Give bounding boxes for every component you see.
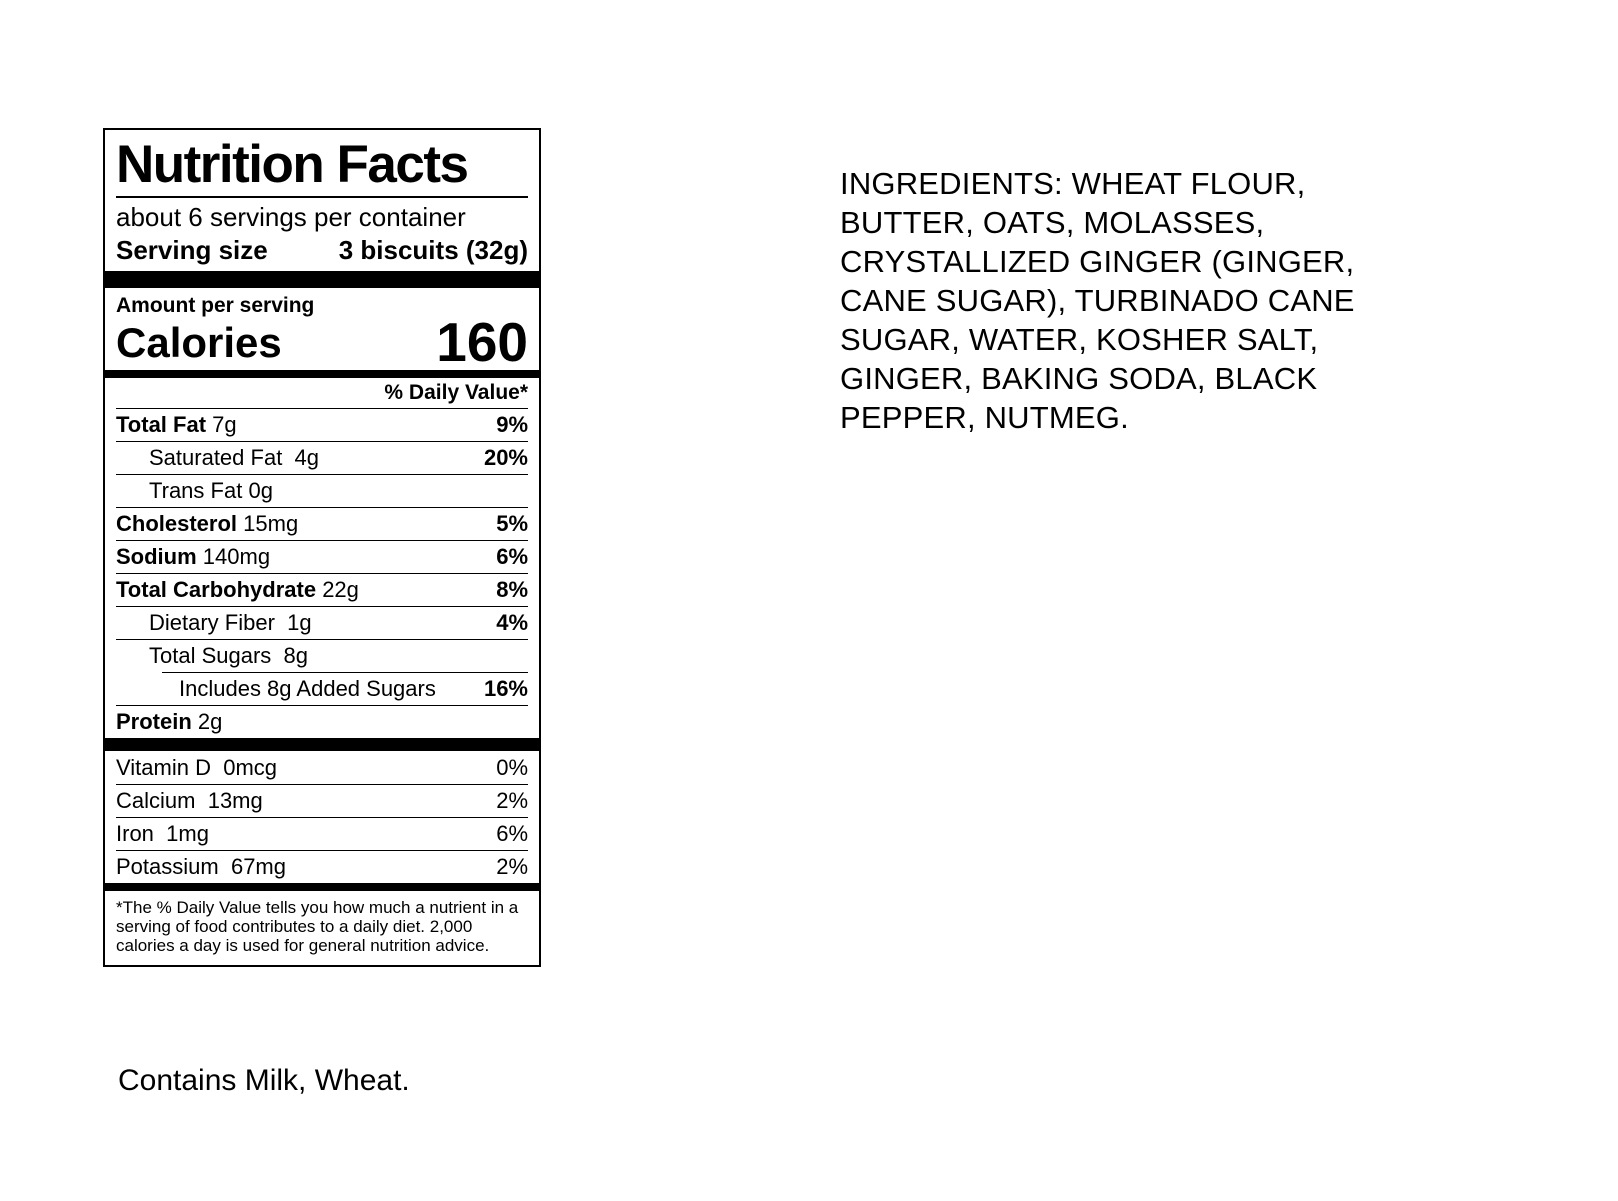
nutrient-dv: 6% [496,821,528,846]
nutrient-name: Potassium [116,854,219,879]
nutrient-amount: 13mg [207,788,263,813]
medium-separator-calories [105,370,539,378]
nutrient-amount: 8g [283,643,309,668]
nutrient-dv: 0% [496,754,528,780]
nutrient-amount: 22g [322,577,359,602]
nutrient-amount: 140mg [202,544,271,569]
daily-value-footnote: *The % Daily Value tells you how much a … [116,898,519,955]
nutrient-name: Total Sugars [149,643,272,668]
serving-size-row: Serving size 3 biscuits (32g) [116,233,528,267]
label-title: Nutrition Facts [116,130,528,198]
nutrient-amount: 1g [287,610,312,635]
nutrient-amount: 0g [248,478,273,503]
vitamin-row-calcium: Calcium 13mg 2% [116,784,528,817]
ingredients-line: GINGER, BAKING SODA, BLACK [840,361,1318,396]
calories-label: Calories [116,319,282,366]
serving-size-label: Serving size [116,235,268,265]
nutrient-dv: 16% [483,675,528,701]
nutrient-name: Includes 8g Added Sugars [179,675,436,701]
nutrient-name: Saturated Fat [149,445,283,470]
vitamin-row-potassium: Potassium 67mg 2% [116,850,528,883]
nutrient-name: Total Carbohydrate [116,577,317,602]
nutrient-dv: 5% [496,511,528,536]
nutrient-row-added-sugars: Includes 8g Added Sugars 16% [116,672,528,705]
nutrient-amount: 1mg [166,821,209,846]
nutrient-amount: 4g [294,445,320,470]
nutrient-name: Dietary Fiber [149,610,275,635]
ingredients-line: SUGAR, WATER, KOSHER SALT, [840,322,1319,357]
nutrient-row-total-carbohydrate: Total Carbohydrate 22g 8% [116,573,528,606]
thick-separator-protein [105,738,539,751]
nutrient-dv: 8% [496,577,528,602]
nutrient-dv: 20% [483,445,528,470]
amount-per-serving-label: Amount per serving [116,294,315,317]
medium-separator-bottom [105,883,539,891]
allergen-statement: Contains Milk, Wheat. [118,1064,410,1097]
nutrient-name: Protein [116,709,192,734]
calories-row: Calories 160 [116,311,528,373]
nutrient-amount: 0mcg [223,754,277,780]
nutrient-dv: 4% [496,610,528,635]
nutrient-amount: 2g [197,709,223,734]
nutrient-row-total-sugars: Total Sugars 8g [116,639,528,672]
ingredients-line: INGREDIENTS: WHEAT FLOUR, [840,166,1306,201]
nutrient-dv: 2% [496,854,528,879]
nutrient-name: Total Fat [116,412,207,437]
ingredients-line: PEPPER, NUTMEG. [840,400,1129,435]
thick-separator-top [105,271,539,288]
ingredients-line: CANE SUGAR), TURBINADO CANE [840,283,1355,318]
nutrient-name: Cholesterol [116,511,238,536]
nutrient-name: Vitamin D [116,754,211,780]
nutrient-name: Trans Fat [149,478,243,503]
nutrient-row-protein: Protein 2g [116,705,528,738]
nutrient-row-saturated-fat: Saturated Fat 4g 20% [116,441,528,474]
nutrient-row-sodium: Sodium 140mg 6% [116,540,528,573]
ingredients-line: CRYSTALLIZED GINGER (GINGER, [840,244,1355,279]
calories-value: 160 [436,311,528,373]
nutrient-dv: 6% [496,544,528,569]
nutrient-row-cholesterol: Cholesterol 15mg 5% [116,507,528,540]
nutrient-name: Calcium [116,788,196,813]
nutrient-dv: 9% [496,412,528,437]
servings-per-container: about 6 servings per container [116,202,466,232]
nutrient-row-trans-fat: Trans Fat 0g [116,474,528,507]
ingredients-statement: INGREDIENTS: WHEAT FLOUR, BUTTER, OATS, … [840,164,1460,437]
serving-size-value: 3 biscuits (32g) [338,235,528,265]
vitamin-row-iron: Iron 1mg 6% [116,817,528,850]
nutrient-name: Iron [116,821,154,846]
vitamin-row-vitamin-d: Vitamin D 0mcg 0% [116,751,528,784]
nutrient-amount: 15mg [243,511,299,536]
nutrient-dv: 2% [496,788,528,813]
nutrient-name: Sodium [116,544,197,569]
nutrient-amount: 7g [212,412,237,437]
nutrient-row-dietary-fiber: Dietary Fiber 1g 4% [116,606,528,639]
ingredients-line: BUTTER, OATS, MOLASSES, [840,205,1265,240]
daily-value-header: % Daily Value* [384,381,528,404]
nutrition-facts-label: Nutrition Facts about 6 servings per con… [103,128,541,967]
nutrient-row-total-fat: Total Fat 7g 9% [116,408,528,441]
nutrient-amount: 67mg [230,854,286,879]
